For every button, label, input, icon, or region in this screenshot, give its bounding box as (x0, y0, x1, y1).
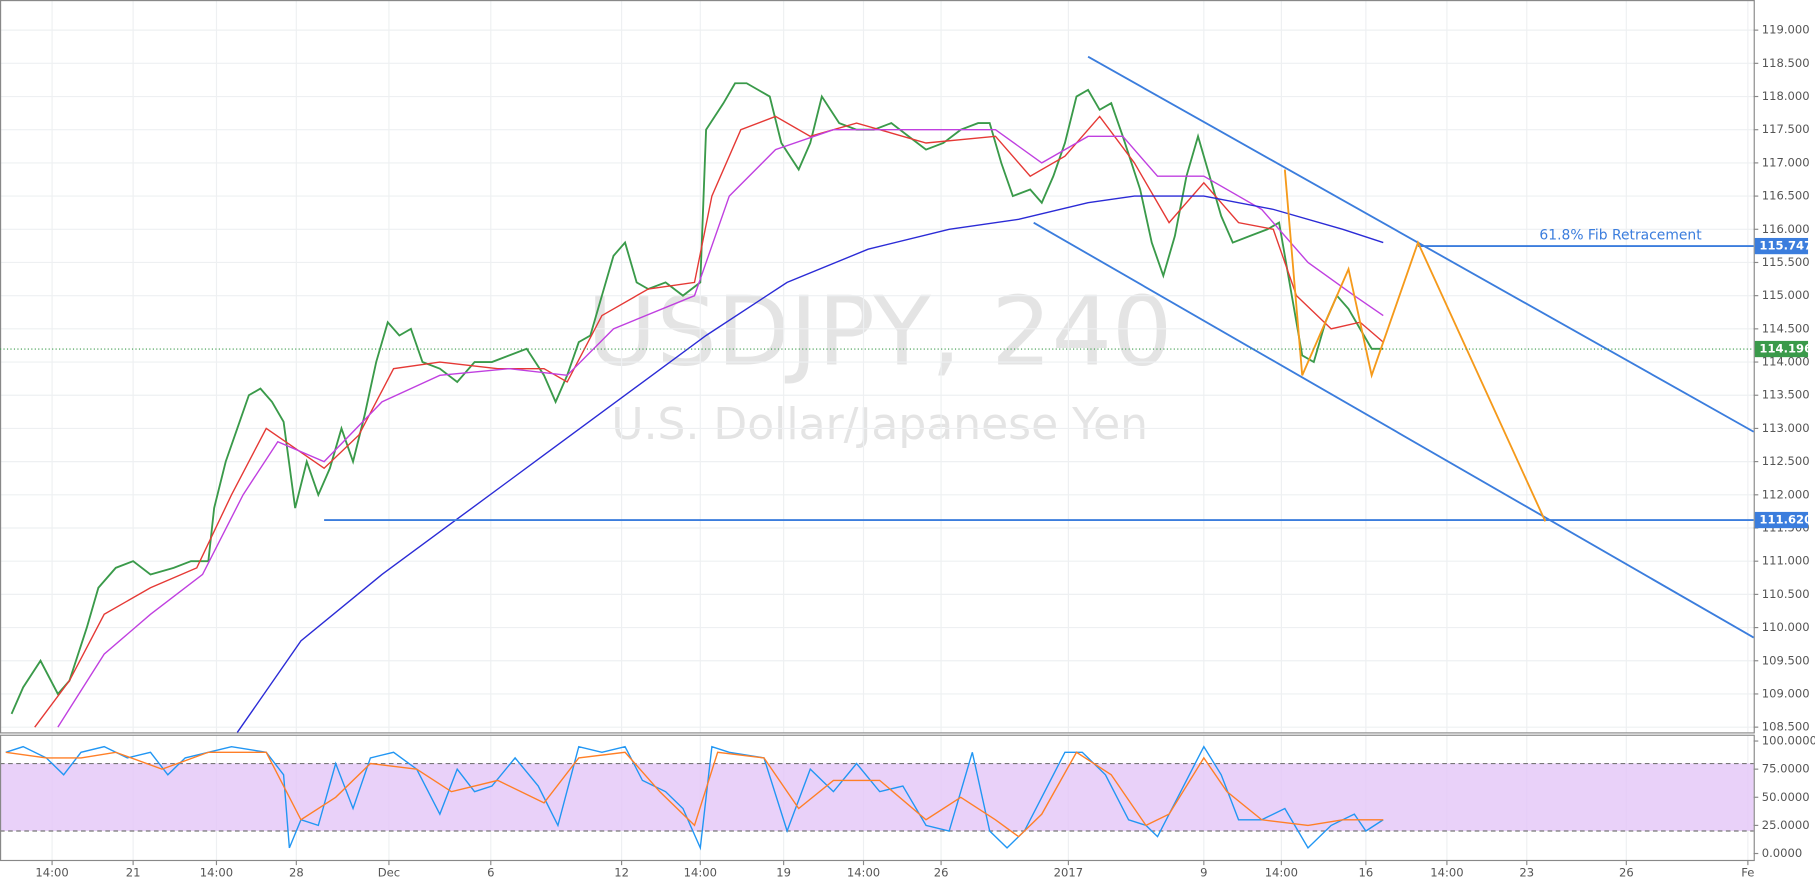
y-tick-label: 112.000 (1762, 487, 1810, 501)
y-tick-label: 119.000 (1762, 23, 1810, 37)
x-tick-label: 14:00 (35, 866, 68, 880)
plot-frame (0, 734, 1755, 862)
y-tick-label: 75.0000 (1762, 762, 1810, 776)
y-tick-label: 25.0000 (1762, 818, 1810, 832)
x-tick-label: 14:00 (1265, 866, 1298, 880)
x-tick-label: 16 (1359, 866, 1374, 880)
price-label-box (1754, 511, 1809, 529)
series-line (5, 751, 1384, 838)
x-tick-label: Dec (378, 866, 400, 880)
x-tick-label: 14:00 (1430, 866, 1463, 880)
price-label: 115.747 (1759, 239, 1812, 253)
x-tick-label: Fe (1741, 866, 1754, 880)
y-tick-label: 113.000 (1762, 421, 1810, 435)
y-tick-label: 108.500 (1762, 720, 1810, 734)
series-line (10, 82, 1384, 715)
x-tick-label: 26 (934, 866, 949, 880)
price-label-box (1754, 237, 1809, 255)
band (0, 763, 1754, 832)
y-tick-label: 118.000 (1762, 89, 1810, 103)
x-tick-label: 28 (289, 866, 304, 880)
drawing-line (1033, 221, 1755, 639)
x-tick-label: 12 (614, 866, 629, 880)
y-tick-label: 112.500 (1762, 454, 1810, 468)
y-tick-label: 116.500 (1762, 189, 1810, 203)
y-tick-label: 100.0000 (1762, 734, 1815, 748)
y-tick-label: 0.0000 (1762, 846, 1802, 860)
series-line (5, 745, 1384, 851)
y-tick-label: 117.500 (1762, 122, 1810, 136)
price-label-box (1754, 340, 1809, 358)
series-line (236, 195, 1384, 733)
y-tick-label: 116.000 (1762, 222, 1810, 236)
watermark-subtitle: U.S. Dollar/Japanese Yen (611, 399, 1148, 450)
drawing-line (1087, 55, 1755, 433)
y-tick-label: 117.000 (1762, 155, 1810, 169)
x-tick-label: 21 (126, 866, 141, 880)
drawing-line (1283, 169, 1547, 522)
x-tick-label: 14:00 (200, 866, 233, 880)
y-tick-label: 118.500 (1762, 56, 1810, 70)
x-tick-label: 14:00 (684, 866, 717, 880)
x-tick-label: 6 (487, 866, 494, 880)
y-tick-label: 113.500 (1762, 388, 1810, 402)
y-tick-label: 50.0000 (1762, 790, 1810, 804)
x-tick-label: 26 (1619, 866, 1634, 880)
series-line (34, 115, 1384, 728)
x-tick-label: 2017 (1054, 866, 1083, 880)
fib-annotation: 61.8% Fib Retracement (1539, 227, 1702, 243)
y-tick-label: 115.500 (1762, 255, 1810, 269)
x-tick-label: 9 (1200, 866, 1207, 880)
y-tick-label: 109.000 (1762, 686, 1810, 700)
x-tick-label: 23 (1519, 866, 1534, 880)
y-tick-label: 111.000 (1762, 554, 1810, 568)
y-tick-label: 110.000 (1762, 620, 1810, 634)
y-tick-label: 109.500 (1762, 653, 1810, 667)
price-label: 114.196 (1759, 342, 1812, 356)
series-line (57, 129, 1384, 728)
x-tick-label: 19 (776, 866, 791, 880)
y-tick-label: 114.000 (1762, 355, 1810, 369)
y-tick-label: 115.000 (1762, 288, 1810, 302)
plot-frame (0, 0, 1755, 734)
price-label: 111.620 (1759, 513, 1812, 527)
watermark-title: USDJPY, 240 (587, 277, 1172, 387)
y-tick-label: 114.500 (1762, 321, 1810, 335)
x-tick-label: 14:00 (847, 866, 880, 880)
y-tick-label: 110.500 (1762, 587, 1810, 601)
